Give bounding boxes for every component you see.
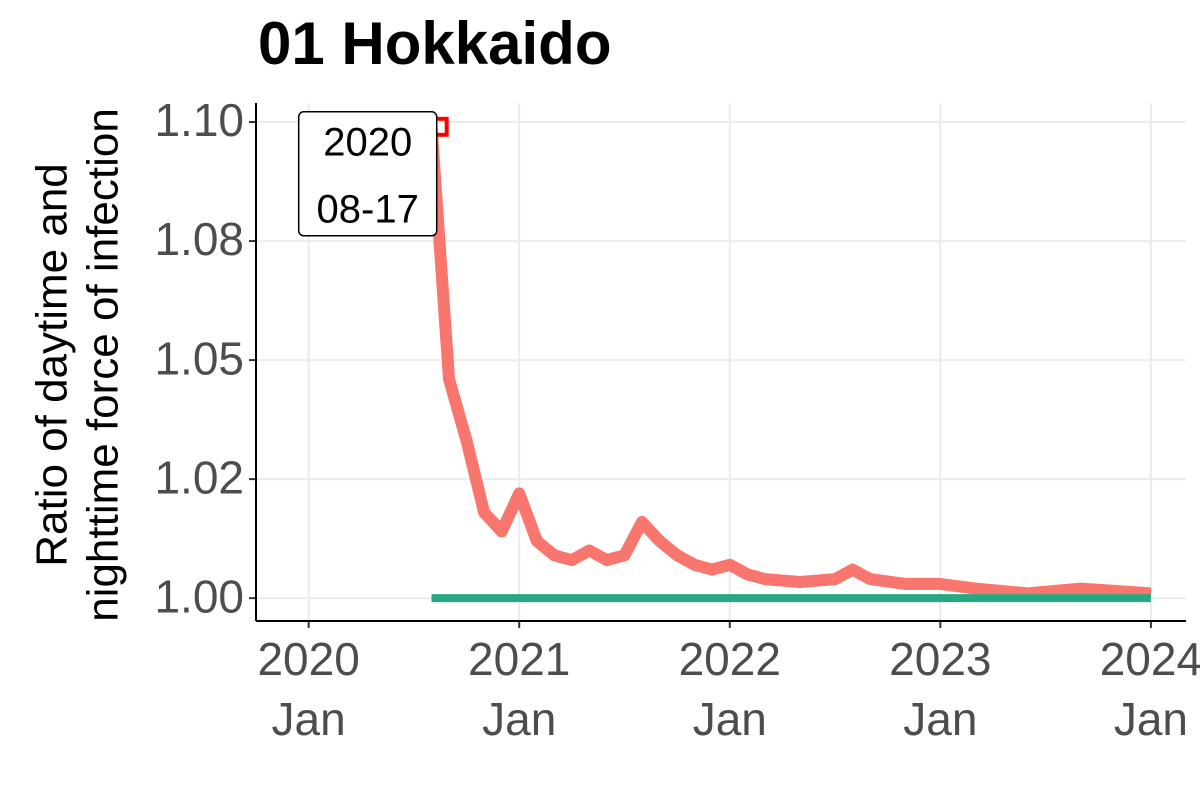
y-axis-label: nighttime force of infection xyxy=(79,108,128,622)
y-tick-label: 1.00 xyxy=(154,570,244,622)
x-tick-label: 2021 xyxy=(468,633,570,685)
y-tick-label: 1.05 xyxy=(154,332,244,384)
annotation-box xyxy=(297,111,438,237)
y-tick-label: 1.10 xyxy=(154,94,244,146)
x-tick-label: 2020 xyxy=(257,633,359,685)
y-axis-label: Ratio of daytime and xyxy=(28,163,77,567)
y-tick-label: 1.08 xyxy=(154,213,244,265)
x-tick-label: Jan xyxy=(482,693,556,745)
x-tick-label: Jan xyxy=(1114,693,1188,745)
x-tick-label: 2022 xyxy=(679,633,781,685)
y-tick-label: 1.02 xyxy=(154,451,244,503)
x-tick-label: Jan xyxy=(903,693,977,745)
x-tick-label: 2023 xyxy=(889,633,991,685)
chart-title: 01 Hokkaido xyxy=(258,10,611,77)
annotation-label: 08-17 xyxy=(317,187,419,231)
x-tick-label: 2024 xyxy=(1100,633,1200,685)
x-tick-label: Jan xyxy=(693,693,767,745)
annotation-label: 2020 xyxy=(323,120,412,164)
series-line xyxy=(425,126,1152,600)
x-tick-label: Jan xyxy=(272,693,346,745)
